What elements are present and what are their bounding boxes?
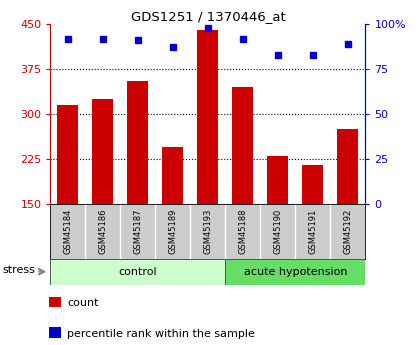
Text: GSM45188: GSM45188 xyxy=(239,208,247,254)
Bar xyxy=(302,165,323,204)
Bar xyxy=(92,99,113,204)
Bar xyxy=(58,105,79,204)
Bar xyxy=(337,129,358,204)
Text: count: count xyxy=(67,298,99,308)
Title: GDS1251 / 1370446_at: GDS1251 / 1370446_at xyxy=(131,10,285,23)
Bar xyxy=(163,147,184,204)
Bar xyxy=(268,156,289,204)
Bar xyxy=(232,87,253,204)
Bar xyxy=(50,259,226,285)
Text: GSM45192: GSM45192 xyxy=(344,208,352,254)
Text: GSM45189: GSM45189 xyxy=(168,208,177,254)
Text: GSM45186: GSM45186 xyxy=(98,208,108,254)
Bar xyxy=(49,297,60,307)
Text: acute hypotension: acute hypotension xyxy=(244,267,347,277)
Text: GSM45191: GSM45191 xyxy=(308,208,318,254)
Text: stress: stress xyxy=(3,265,35,275)
Bar xyxy=(49,327,60,338)
Text: GSM45190: GSM45190 xyxy=(273,208,282,254)
Bar xyxy=(127,81,148,204)
Bar xyxy=(197,30,218,204)
Text: control: control xyxy=(118,267,157,277)
Text: GSM45193: GSM45193 xyxy=(203,208,213,254)
Bar xyxy=(226,259,365,285)
Text: GSM45184: GSM45184 xyxy=(63,208,72,254)
Text: GSM45187: GSM45187 xyxy=(134,208,142,254)
Text: percentile rank within the sample: percentile rank within the sample xyxy=(67,329,255,338)
